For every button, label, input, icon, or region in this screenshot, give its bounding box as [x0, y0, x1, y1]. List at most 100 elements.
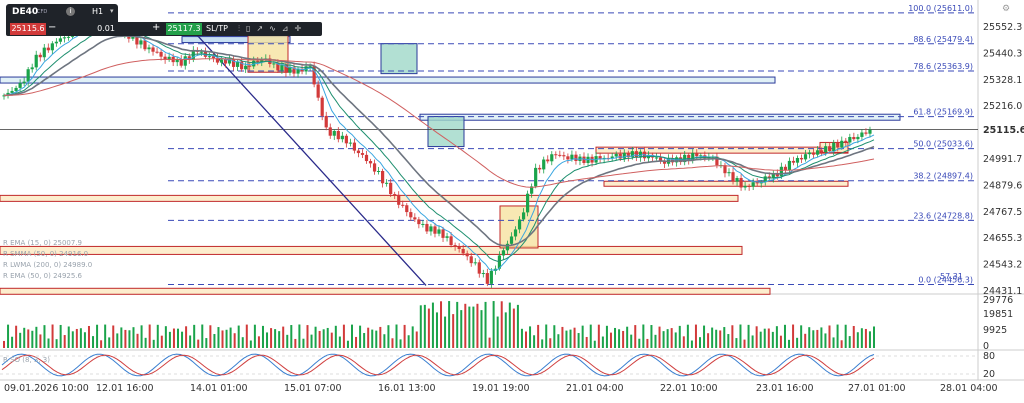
- candle-body: [308, 65, 312, 67]
- volume-bar: [561, 326, 564, 348]
- zone-box: [603, 180, 849, 187]
- osc-signal-line: [1, 354, 875, 376]
- volume-bar: [707, 333, 710, 348]
- decrease-qty-button[interactable]: −: [48, 22, 57, 33]
- time-tick-label: 28.01 04:00: [940, 383, 998, 394]
- volume-bar: [197, 339, 200, 348]
- candle-body: [820, 150, 824, 153]
- indicator-legend-item: R SMMA (50, 0) 24916.0: [3, 250, 88, 258]
- volume-bar: [27, 329, 30, 348]
- symbol-label[interactable]: DE40: [12, 7, 39, 17]
- candle-body: [795, 157, 800, 163]
- ema-fast-line: [3, 19, 875, 271]
- candle-body: [437, 229, 441, 234]
- candle-body: [626, 152, 630, 158]
- candle-body: [554, 154, 558, 156]
- volume-bar: [253, 324, 256, 348]
- candle-body: [501, 250, 506, 256]
- candle-body: [852, 137, 856, 140]
- candle-body: [743, 186, 747, 188]
- volume-bar: [824, 333, 827, 348]
- volume-bar: [800, 325, 803, 348]
- osc-main-line: [1, 353, 875, 377]
- volume-bar: [278, 331, 281, 348]
- volume-bar: [816, 329, 819, 348]
- price-tick-label: 25328.1: [983, 75, 1022, 86]
- candle-body: [260, 59, 264, 62]
- candle-body: [828, 146, 832, 152]
- quantity-input[interactable]: 0.01: [97, 24, 115, 33]
- candle-body: [695, 153, 699, 157]
- volume-bar: [185, 326, 188, 348]
- volume-bar: [694, 324, 697, 348]
- volume-bar: [148, 324, 151, 348]
- volume-bar: [537, 324, 540, 348]
- info-icon[interactable]: i: [66, 7, 75, 16]
- volume-bar: [274, 329, 277, 348]
- volume-bar: [727, 334, 730, 348]
- volume-bar: [658, 326, 661, 348]
- volume-bar: [860, 328, 863, 348]
- timeframe-selector[interactable]: H1: [92, 7, 104, 16]
- volume-tick-label: 0: [983, 341, 989, 352]
- volume-bar: [371, 329, 374, 348]
- candle-body: [54, 41, 58, 44]
- candle-body: [42, 47, 46, 58]
- volume-bar: [452, 314, 455, 348]
- timeframe-chevron-icon[interactable]: ▾: [110, 7, 114, 15]
- time-axis[interactable]: 09.01.2026 10:00 12.01 16:00 14.01 01:00 15…: [4, 383, 998, 394]
- volume-bar: [213, 334, 216, 348]
- volume-bar: [399, 339, 402, 348]
- candle-body: [654, 157, 659, 159]
- increase-qty-button[interactable]: +: [152, 22, 161, 33]
- sell-button[interactable]: 25115.6: [10, 23, 46, 35]
- volume-bar: [391, 338, 394, 348]
- candle-body: [864, 132, 868, 134]
- moving-averages: [3, 19, 875, 271]
- chart-tools[interactable]: ⫶▯↗∿⊿✛: [238, 24, 308, 33]
- volume-bar: [181, 331, 184, 348]
- candle-body: [751, 182, 755, 187]
- candle-body: [634, 151, 638, 158]
- candle-body: [844, 140, 848, 143]
- candle-body: [662, 160, 667, 164]
- volume-bar: [245, 324, 248, 348]
- volume-bar: [767, 328, 770, 348]
- candle-body: [272, 63, 276, 65]
- candle-body: [775, 173, 779, 177]
- volume-bar: [261, 325, 264, 348]
- zone-rectangles: [0, 33, 901, 295]
- volume-bar: [302, 338, 305, 348]
- fib-label: 61.8 (25169.9): [913, 108, 973, 117]
- volume-bar: [270, 328, 273, 348]
- gear-icon[interactable]: ⚙: [1002, 4, 1011, 14]
- fib-label: 23.6 (24728.8): [913, 211, 973, 220]
- candle-body: [638, 151, 642, 158]
- candle-body: [658, 157, 663, 161]
- candle-body: [425, 223, 429, 232]
- volume-bar: [233, 333, 236, 348]
- volume-bar: [642, 324, 645, 348]
- volume-bar: [403, 324, 406, 348]
- volume-bar: [427, 308, 430, 348]
- candle-body: [292, 67, 296, 74]
- buy-button[interactable]: 25117.3: [166, 23, 202, 35]
- candle-body: [66, 36, 71, 38]
- volume-bar: [796, 337, 799, 348]
- candle-body: [868, 129, 872, 134]
- candle-body: [755, 182, 759, 184]
- sltp-button[interactable]: SL/TP: [206, 24, 228, 33]
- volume-bar: [731, 325, 734, 348]
- zone-box: [0, 245, 743, 255]
- fib-label: 88.6 (25479.4): [913, 35, 973, 44]
- zone-box: [427, 116, 465, 148]
- price-axis[interactable]: 25552.3 25440.3 25328.1 25216.0 25115.6 24991…: [979, 22, 1024, 297]
- candle-body: [288, 67, 292, 73]
- candle-body: [787, 160, 792, 171]
- candle-body: [207, 56, 212, 58]
- volume-bar: [383, 334, 386, 348]
- fib-label: 50.0 (25033.6): [913, 140, 973, 149]
- volume-bar: [549, 338, 552, 348]
- fib-label: 78.6 (25363.9): [913, 62, 973, 71]
